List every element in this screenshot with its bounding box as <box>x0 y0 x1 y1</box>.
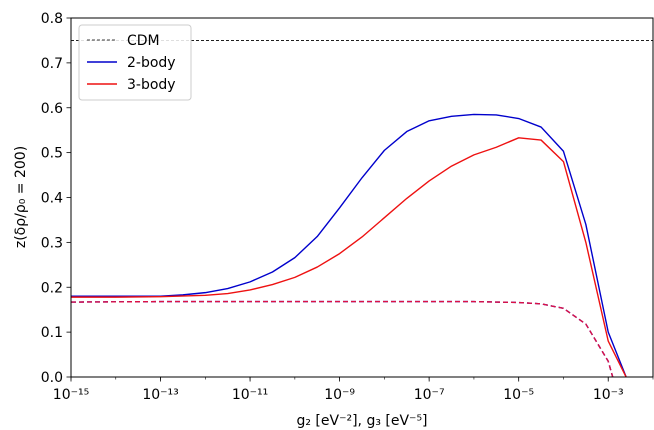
x-tick-label: 10⁻¹⁵ <box>53 387 89 403</box>
legend: CDM 2-body 3-body <box>78 24 192 101</box>
y-tick-label: 0.4 <box>41 191 63 207</box>
y-tick-label: 0.6 <box>41 101 63 117</box>
y-axis-label: z(δρ/ρ₀ = 200) <box>13 146 29 248</box>
y-tick-label: 0.7 <box>41 56 63 72</box>
x-axis-label: g₂ [eV⁻²], g₃ [eV⁻⁵] <box>296 413 427 429</box>
y-tick-label: 0.0 <box>41 370 63 386</box>
y-tick-label: 0.5 <box>41 146 63 162</box>
series-line-2-body <box>71 113 627 378</box>
x-tick-label: 10⁻¹¹ <box>232 387 268 403</box>
series-line-4-dashed <box>70 300 614 378</box>
y-tick-label: 0.1 <box>41 325 63 341</box>
y-tick-label: 0.8 <box>41 11 63 27</box>
x-tick-label: 10⁻⁷ <box>414 387 445 403</box>
x-tick-label: 10⁻⁵ <box>503 387 534 403</box>
x-tick-label: 10⁻⁹ <box>324 387 355 403</box>
ticks-layer: 10⁻¹⁵ 10⁻¹³ 10⁻¹¹ 10⁻⁹ 10⁻⁷ 10⁻⁵ 10⁻³ 0.0 0.1 0.2… <box>41 11 654 403</box>
series-line-3-body <box>71 137 627 378</box>
legend-label-cdm: CDM <box>127 33 160 49</box>
series-line-3-dashed <box>70 300 614 378</box>
legend-box <box>78 24 192 101</box>
series-layer <box>70 40 653 378</box>
x-tick-label: 10⁻³ <box>593 387 624 403</box>
y-tick-label: 0.3 <box>41 235 63 251</box>
legend-label-3-body: 3-body <box>127 77 176 93</box>
legend-label-2-body: 2-body <box>127 55 176 71</box>
x-tick-label: 10⁻¹³ <box>142 387 178 403</box>
y-tick-label: 0.2 <box>41 280 63 296</box>
